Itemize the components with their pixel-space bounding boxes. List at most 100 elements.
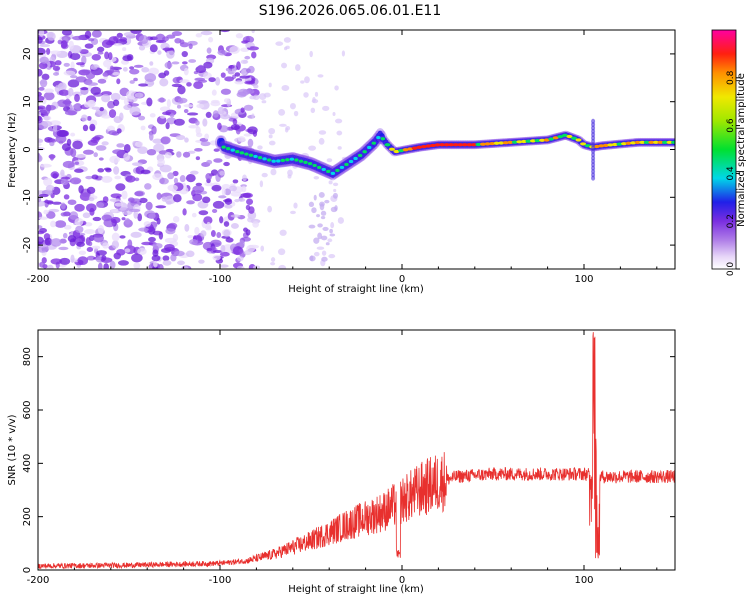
noise-blob: [156, 192, 162, 200]
noise-blob: [223, 98, 230, 103]
noise-blob: [211, 184, 222, 192]
noise-blob: [232, 118, 238, 125]
noise-blob: [156, 217, 161, 225]
noise-blob: [146, 149, 157, 156]
noise-blob: [123, 98, 129, 106]
noise-blob: [137, 146, 148, 155]
noise-blob: [195, 132, 203, 138]
noise-blob: [167, 222, 178, 229]
noise-blob: [52, 124, 58, 132]
snr-xtick-label: -200: [27, 575, 50, 586]
noise-blob: [140, 169, 151, 175]
noise-blob: [317, 232, 323, 240]
noise-blob: [293, 202, 298, 209]
noise-blob: [319, 203, 325, 211]
ridge-core: [285, 158, 290, 162]
ridge-core: [239, 151, 245, 155]
noise-blob: [115, 183, 126, 191]
noise-blob: [84, 229, 96, 235]
noise-blob: [63, 194, 70, 200]
noise-blob: [179, 42, 190, 48]
ridge-core: [580, 142, 587, 146]
snr-ytick-label: 400: [22, 454, 33, 473]
noise-blob: [244, 55, 251, 60]
noise-blob: [225, 154, 237, 158]
noise-blob: [212, 110, 219, 118]
snr-series-line: [38, 332, 675, 570]
noise-blob: [122, 47, 127, 52]
noise-blob: [158, 72, 167, 79]
noise-blob: [102, 59, 112, 68]
noise-blob: [218, 195, 227, 199]
ridge-core: [420, 145, 427, 149]
noise-blob: [194, 226, 200, 236]
ridge-core: [602, 143, 609, 147]
noise-blob: [188, 124, 199, 129]
noise-blob: [152, 173, 163, 181]
noise-blob: [148, 67, 160, 75]
ridge-core: [362, 150, 367, 154]
noise-blob: [321, 256, 328, 262]
noise-blob: [221, 187, 226, 196]
noise-blob: [206, 221, 211, 230]
noise-blob: [85, 71, 96, 80]
ridge-core: [235, 149, 240, 154]
noise-blob: [54, 85, 61, 93]
noise-blob: [91, 174, 99, 180]
noise-blob: [182, 61, 188, 65]
ridge-core: [530, 139, 537, 143]
noise-blob: [148, 236, 156, 243]
noise-blob: [38, 95, 45, 102]
noise-blob: [86, 82, 99, 86]
ridge-core: [271, 159, 276, 163]
ridge-core: [357, 153, 363, 158]
noise-blob: [166, 117, 177, 125]
noise-blob: [60, 202, 66, 210]
noise-blob: [300, 80, 305, 84]
ridge-core: [443, 143, 450, 147]
noise-blob: [188, 59, 197, 63]
noise-blob: [123, 32, 136, 37]
noise-blob: [122, 67, 128, 72]
ridge-core: [566, 134, 573, 139]
noise-blob: [101, 141, 109, 146]
colorbar-ticks: 0.0 0.2 0.4 0.6 0.8: [726, 70, 740, 276]
noise-blob: [159, 106, 171, 112]
noise-blob: [146, 97, 153, 107]
noise-blob: [193, 81, 204, 90]
noise-blob: [120, 96, 126, 101]
ridge-core: [457, 143, 464, 147]
noise-blob: [242, 174, 247, 182]
noise-blob: [111, 240, 120, 249]
spike-feature: [591, 118, 596, 124]
noise-blob: [125, 175, 136, 183]
ridge-core: [621, 142, 628, 146]
ridge-core: [475, 142, 482, 147]
noise-blob: [62, 232, 68, 239]
noise-blob: [60, 40, 68, 49]
noise-blob: [167, 172, 175, 180]
noise-blob: [246, 198, 254, 205]
noise-blob: [243, 250, 252, 256]
noise-blob: [113, 166, 120, 175]
noise-blob: [215, 76, 221, 86]
noise-blob: [77, 256, 89, 266]
noise-blob: [160, 115, 166, 119]
ridge-core: [380, 137, 386, 141]
noise-blob: [49, 120, 62, 126]
noise-blob: [232, 179, 239, 184]
noise-blob: [203, 61, 213, 69]
noise-blob: [252, 221, 259, 228]
noise-blob: [166, 34, 176, 39]
noise-blob: [138, 45, 146, 51]
noise-blob: [177, 260, 185, 266]
noise-blob: [243, 133, 252, 137]
noise-blob: [51, 201, 62, 205]
noise-blob: [38, 142, 42, 147]
noise-blob: [237, 136, 246, 142]
noise-blob: [237, 197, 246, 202]
ridge-core: [511, 140, 518, 144]
ridge-core: [244, 152, 249, 156]
noise-blob: [162, 111, 172, 116]
ridge-core: [398, 149, 405, 153]
